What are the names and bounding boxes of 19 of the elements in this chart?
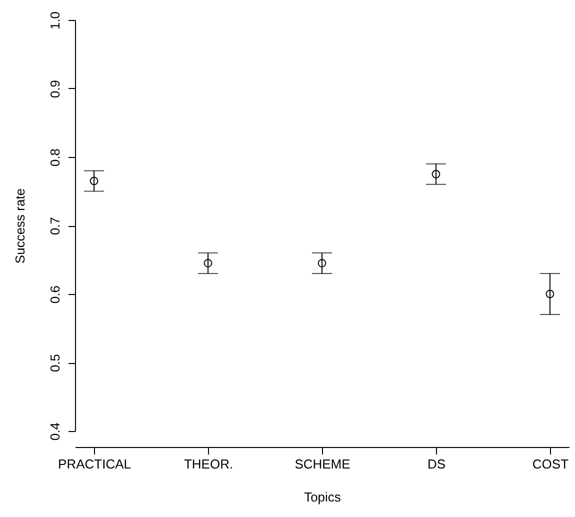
x-tick-label: PRACTICAL [58, 456, 132, 472]
y-tick-label: 0.8 [48, 148, 62, 167]
x-tick-label: SCHEME [294, 456, 351, 472]
y-tick-label: 0.4 [48, 422, 62, 441]
point [546, 290, 554, 298]
point [318, 258, 326, 268]
y-axis-title: Success rate [12, 188, 28, 264]
y-tick-label: 0.5 [48, 354, 62, 372]
x-axis-title: Topics [304, 490, 342, 504]
point [204, 258, 212, 268]
x-tick-label: DS [427, 456, 446, 472]
x-tick-label: COST [532, 456, 569, 472]
y-tick-label: 0.9 [48, 80, 62, 98]
x-tick-label: THEOR. [184, 456, 234, 472]
point [432, 170, 440, 178]
y-tick-label: 0.7 [48, 216, 62, 236]
y-tick-label: 0.6 [48, 285, 62, 304]
point [90, 176, 98, 186]
y-tick-label: 1.0 [48, 11, 62, 30]
